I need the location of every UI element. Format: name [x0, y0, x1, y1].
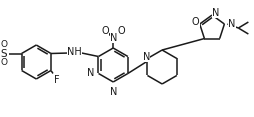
Text: N: N	[212, 8, 219, 18]
Text: O: O	[117, 26, 124, 36]
Text: N: N	[109, 33, 116, 43]
Text: O: O	[0, 40, 7, 49]
Text: O: O	[191, 17, 199, 27]
Text: O: O	[101, 26, 108, 36]
Text: S: S	[0, 49, 7, 58]
Text: O: O	[0, 58, 7, 67]
Text: F: F	[54, 75, 59, 86]
Text: NH: NH	[67, 47, 82, 57]
Text: N: N	[87, 68, 94, 79]
Text: N: N	[142, 51, 150, 62]
Text: N: N	[109, 87, 116, 97]
Text: N: N	[228, 19, 235, 29]
